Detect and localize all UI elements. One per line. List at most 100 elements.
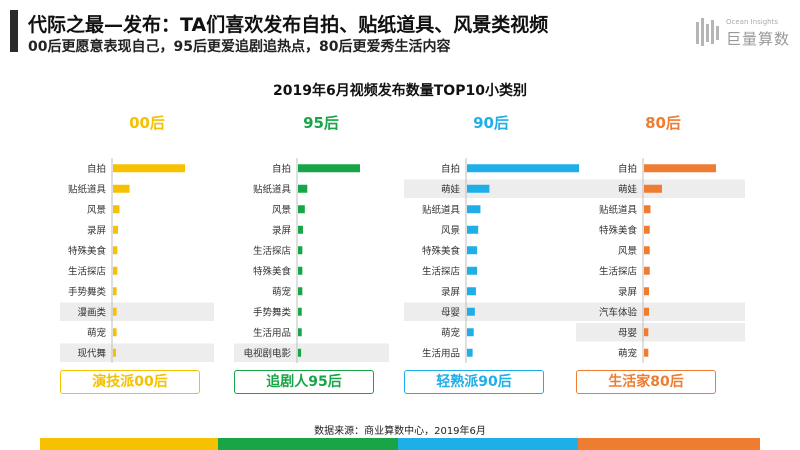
bar: [113, 205, 120, 214]
category-label: 贴纸道具: [599, 204, 638, 216]
bar: [644, 266, 650, 275]
data-source-note: 数据来源：商业算数中心，2019年6月: [314, 426, 486, 437]
category-label: 风景: [272, 205, 291, 216]
bar: [298, 164, 360, 173]
category-label: 母婴: [618, 328, 637, 339]
category-label: 自拍: [272, 163, 291, 175]
bar: [298, 287, 303, 296]
bar: [467, 328, 474, 337]
category-label: 风景: [441, 225, 460, 236]
category-label: 贴纸道具: [253, 183, 292, 195]
category-label: 手势舞类: [68, 286, 107, 298]
bar: [467, 266, 478, 275]
category-label: 贴纸道具: [68, 183, 107, 195]
bar: [644, 287, 650, 296]
highlight-band: [404, 179, 608, 198]
logo-subtext: Ocean Insights: [726, 18, 778, 26]
group-title-80: 80后: [645, 114, 681, 132]
group-title-90: 90后: [473, 114, 509, 132]
bar: [113, 246, 118, 255]
chart-title: 2019年6月视频发布数量TOP10小类别: [273, 83, 527, 99]
bar: [113, 266, 118, 275]
category-label: 母婴: [441, 307, 460, 318]
bar: [113, 225, 119, 234]
group-title-00: 00后: [129, 114, 165, 132]
category-label: 特殊美食: [253, 265, 292, 277]
persona-00: 演技派00后: [60, 370, 200, 394]
highlight-band: [60, 343, 214, 362]
bar: [644, 225, 650, 234]
category-label: 生活探店: [599, 265, 637, 277]
category-label: 生活探店: [422, 265, 460, 277]
category-label: 自拍: [441, 163, 460, 175]
bar: [467, 225, 479, 234]
bar: [644, 246, 650, 255]
bar: [113, 164, 185, 173]
bar: [644, 328, 649, 337]
category-label: 生活用品: [253, 327, 291, 339]
bar: [298, 307, 302, 316]
bar: [113, 348, 116, 357]
bottom-strip-80: [578, 438, 760, 450]
bar: [298, 205, 305, 214]
bottom-strip-95: [218, 438, 398, 450]
page-title: 代际之最—发布：TA们喜欢发布自拍、贴纸道具、风景类视频: [28, 14, 549, 36]
category-label: 电视剧电影: [243, 347, 291, 359]
category-label: 漫画类: [77, 306, 106, 318]
bar: [298, 246, 303, 255]
bottom-strip-90: [398, 438, 578, 450]
category-label: 萌娃: [441, 183, 461, 195]
highlight-band: [576, 302, 745, 321]
bar: [298, 184, 308, 193]
bar: [644, 184, 662, 193]
bar: [467, 246, 478, 255]
category-label: 汽车体验: [599, 306, 638, 318]
highlight-band: [60, 302, 214, 321]
category-label: 现代舞: [77, 348, 106, 359]
category-label: 手势舞类: [253, 306, 292, 318]
category-label: 特殊美食: [599, 224, 638, 236]
logo-text: 巨量算数: [726, 30, 791, 48]
category-label: 萌宠: [618, 347, 638, 359]
bar: [644, 307, 650, 316]
bar: [644, 164, 716, 173]
category-label: 生活探店: [253, 245, 291, 257]
category-label: 录屏: [272, 225, 291, 236]
category-label: 萌宠: [87, 327, 107, 339]
persona-95: 追剧人95后: [234, 370, 374, 394]
bar: [113, 307, 117, 316]
bar: [113, 184, 130, 193]
highlight-band: [234, 343, 389, 362]
bar: [113, 287, 117, 296]
bar: [467, 205, 481, 214]
bottom-strip-00: [40, 438, 218, 450]
category-label: 萌宠: [272, 286, 292, 298]
highlight-band: [576, 323, 745, 342]
highlight-band: [404, 302, 608, 321]
bar-chart: 自拍贴纸道具风景录屏特殊美食生活探店手势舞类漫画类萌宠现代舞自拍贴纸道具风景录屏…: [60, 158, 745, 363]
persona-80: 生活家80后: [576, 370, 716, 394]
category-label: 自拍: [87, 163, 106, 175]
category-label: 录屏: [618, 287, 637, 298]
bar: [644, 205, 651, 214]
bar: [467, 287, 476, 296]
category-label: 特殊美食: [422, 245, 461, 257]
bar: [467, 348, 473, 357]
category-label: 风景: [87, 205, 106, 216]
logo-icon: [696, 18, 719, 46]
category-label: 录屏: [441, 287, 460, 298]
bar: [467, 164, 579, 173]
bar: [298, 328, 302, 337]
category-label: 萌宠: [441, 327, 461, 339]
bar: [467, 307, 475, 316]
category-label: 贴纸道具: [422, 204, 461, 216]
category-label: 萌娃: [618, 183, 638, 195]
category-label: 生活用品: [422, 347, 460, 359]
category-label: 录屏: [87, 225, 106, 236]
page-subtitle: 00后更愿意表现自己，95后更爱追剧追热点，80后更爱秀生活内容: [28, 39, 451, 55]
category-label: 风景: [618, 246, 637, 257]
group-title-95: 95后: [303, 114, 339, 132]
bar: [298, 225, 303, 234]
bar: [467, 184, 490, 193]
bar: [298, 348, 302, 357]
